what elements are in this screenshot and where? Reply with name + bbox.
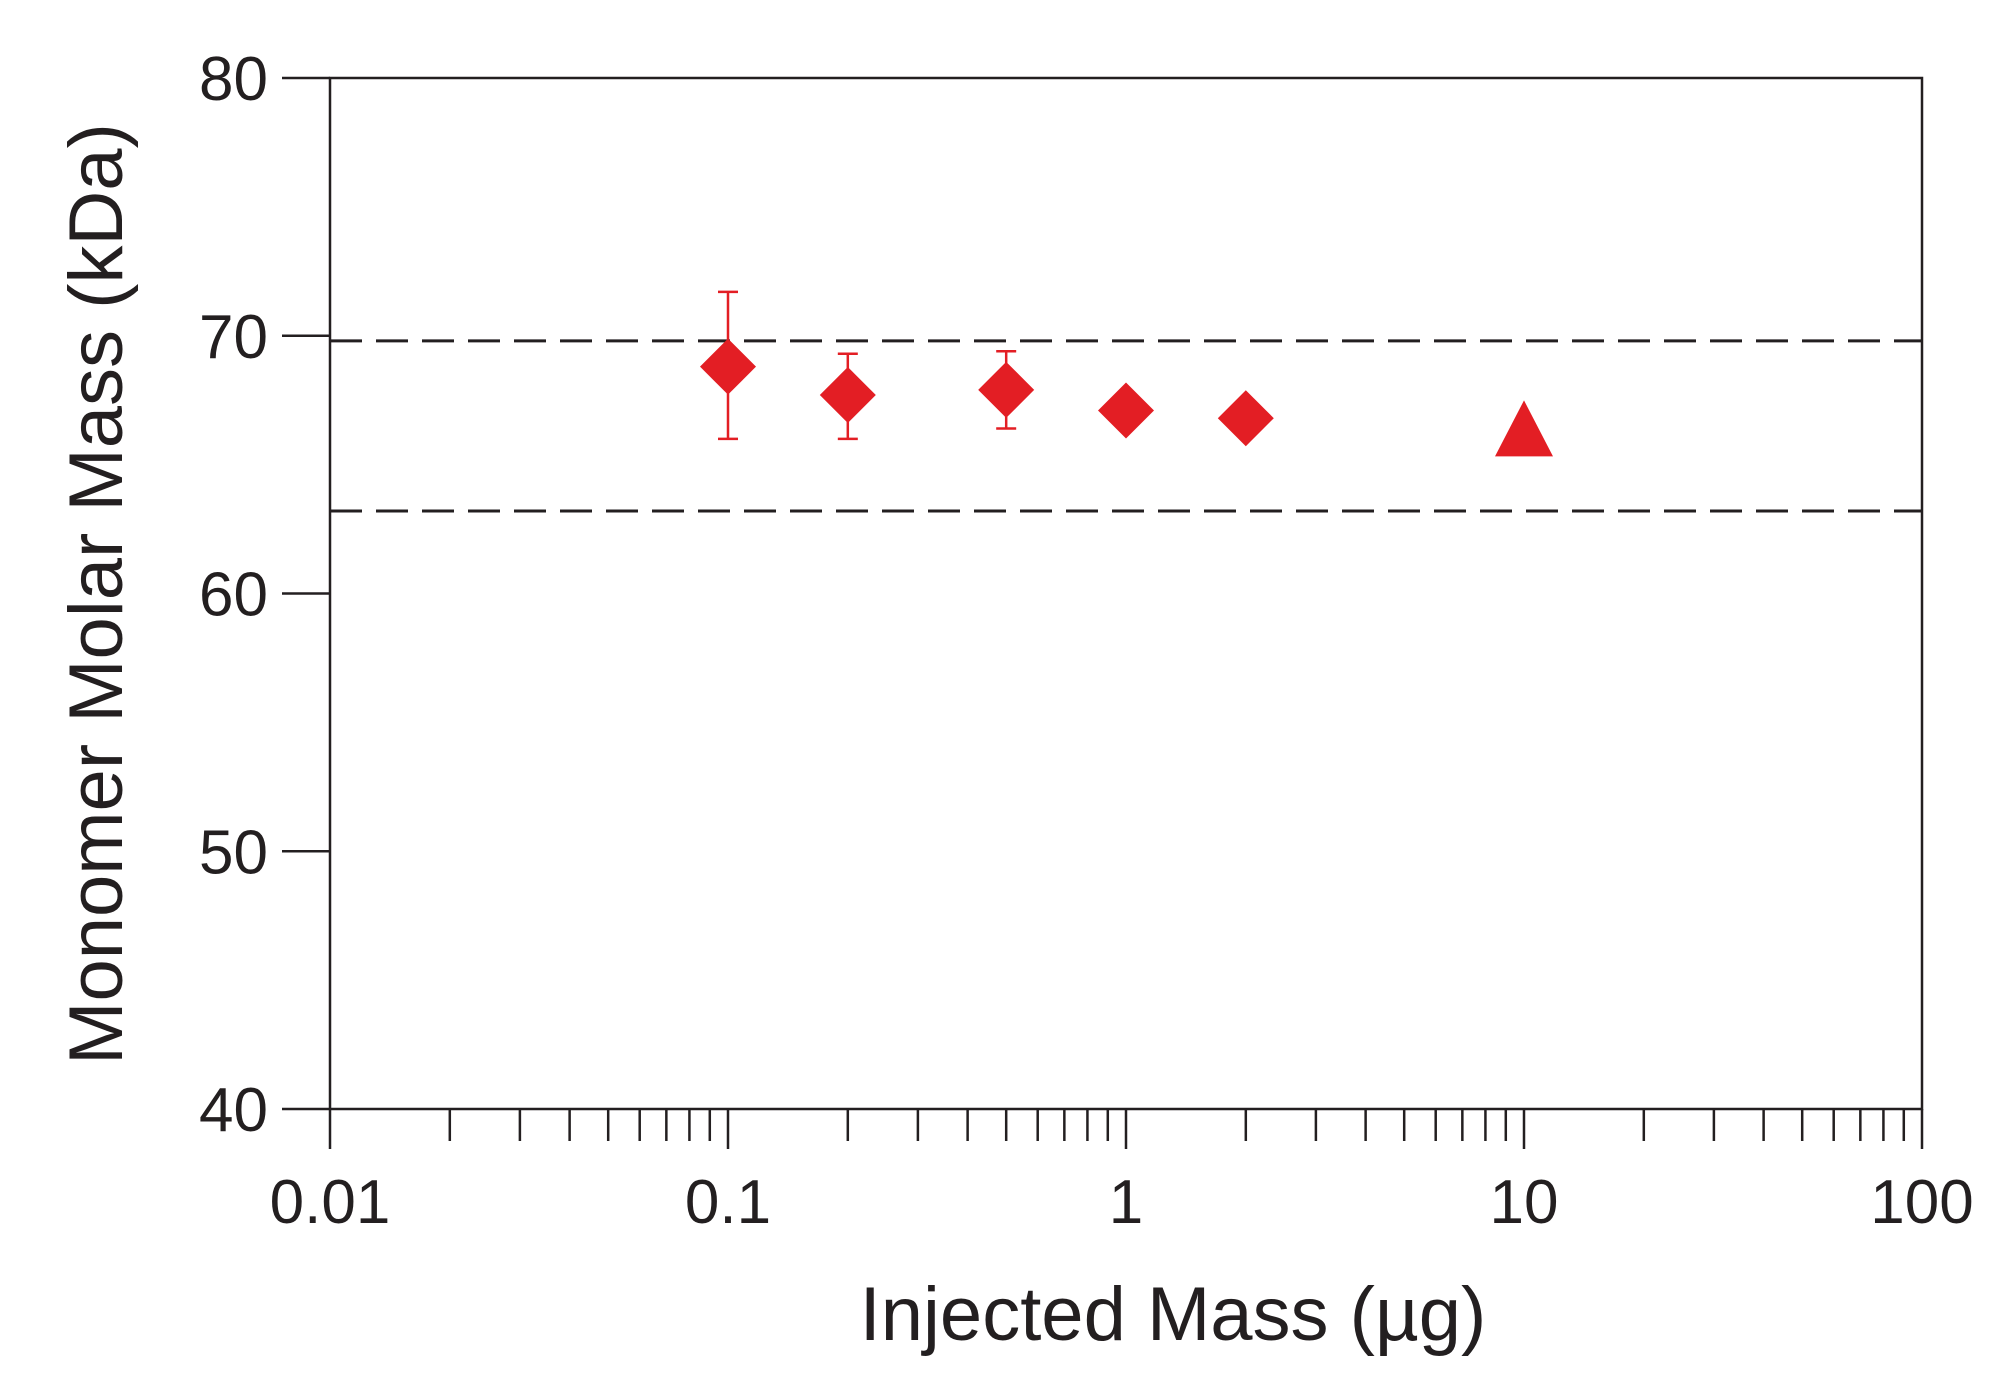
diamond-marker xyxy=(819,367,876,424)
diamond-marker xyxy=(1217,390,1274,447)
diamond-marker xyxy=(1098,382,1154,439)
x-tick-label: 10 xyxy=(1490,1168,1559,1237)
x-axis: 0.01 0.1 1 10 100 xyxy=(270,1109,1974,1237)
y-tick-label: 40 xyxy=(199,1076,268,1145)
reference-lines xyxy=(330,339,1922,513)
plot-frame xyxy=(328,76,1924,1111)
x-tick-label: 1 xyxy=(1109,1168,1143,1237)
diamond-marker xyxy=(700,338,756,395)
x-axis-title: Injected Mass (µg) xyxy=(860,1272,1487,1357)
y-tick-label: 60 xyxy=(199,561,268,630)
y-axis-title: Monomer Molar Mass (kDa) xyxy=(54,123,139,1065)
y-tick-label: 70 xyxy=(199,303,268,372)
x-tick-label: 100 xyxy=(1870,1168,1973,1237)
y-axis: 40 50 60 70 80 xyxy=(199,45,330,1145)
triangle-marker xyxy=(1495,400,1553,457)
y-tick-label: 80 xyxy=(199,45,268,114)
x-tick-label: 0.01 xyxy=(270,1168,391,1237)
x-tick-label: 0.1 xyxy=(685,1168,771,1237)
y-tick-label: 50 xyxy=(199,818,268,887)
diamond-marker xyxy=(978,361,1035,418)
data-points xyxy=(700,290,1553,457)
